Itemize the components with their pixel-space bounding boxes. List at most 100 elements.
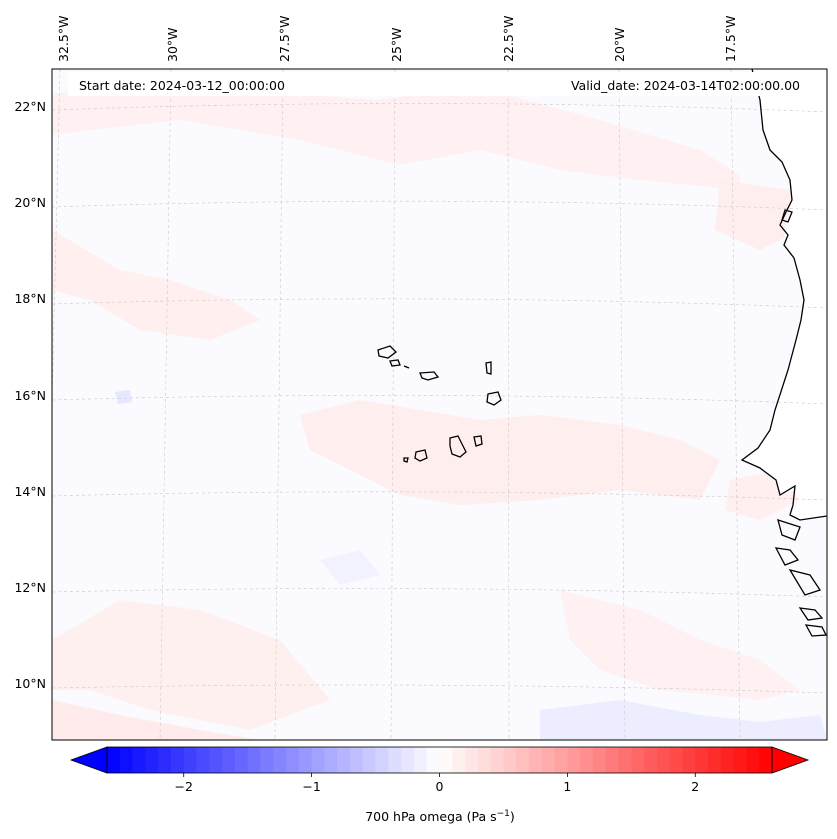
colorbar: −2 −1 0 1 2 700 hPa omega (Pa s−1) bbox=[69, 746, 810, 824]
island-santo-antao bbox=[377, 345, 397, 359]
longitude-labels: 32.5°W 30°W 27.5°W 25°W 22.5°W 20°W 17.5… bbox=[56, 16, 738, 62]
meridian-30w bbox=[159, 69, 172, 740]
island-santiago bbox=[449, 435, 467, 458]
colorbar-cell bbox=[222, 747, 236, 773]
colorbar-cell bbox=[196, 747, 210, 773]
colorbar-cell bbox=[107, 747, 121, 773]
colorbar-cell bbox=[605, 747, 619, 773]
island-boa-vista bbox=[486, 391, 502, 406]
lat-label: 20°N bbox=[14, 195, 46, 210]
valid-date-text: Valid_date: 2024-03-14T02:00:00.00 bbox=[571, 78, 800, 93]
lat-label: 14°N bbox=[14, 484, 46, 499]
colorbar-cell bbox=[580, 747, 594, 773]
colorbar-cell bbox=[503, 747, 517, 773]
colorbar-cell bbox=[669, 747, 683, 773]
colorbar-cell bbox=[234, 747, 249, 773]
colorbar-gradient bbox=[107, 747, 773, 773]
colorbar-tick-label: 2 bbox=[691, 779, 699, 794]
colorbar-cell bbox=[529, 747, 543, 773]
colorbar-cell bbox=[183, 747, 197, 773]
colorbar-cell bbox=[746, 747, 760, 773]
start-date-text: Start date: 2024-03-12_00:00:00 bbox=[79, 78, 285, 93]
colorbar-cell bbox=[439, 747, 453, 773]
colorbar-tick-label: 0 bbox=[436, 779, 444, 794]
lon-label: 30°W bbox=[165, 27, 180, 62]
map-plot-area: Start date: 2024-03-12_00:00:00 Valid_da… bbox=[51, 68, 828, 741]
colorbar-cell bbox=[324, 747, 338, 773]
colorbar-cell bbox=[541, 747, 555, 773]
lat-label: 12°N bbox=[14, 580, 46, 595]
colorbar-cell bbox=[759, 747, 773, 773]
parallel-14n bbox=[52, 491, 827, 501]
lat-label: 16°N bbox=[14, 388, 46, 403]
colorbar-cell bbox=[145, 747, 159, 773]
colorbar-cell bbox=[119, 747, 133, 773]
lon-label: 17.5°W bbox=[723, 16, 738, 62]
colorbar-cell bbox=[452, 747, 466, 773]
lon-label: 25°W bbox=[389, 27, 404, 62]
meridian-17-5w bbox=[730, 69, 741, 740]
latitude-labels: 22°N 20°N 18°N 16°N 14°N 12°N 10°N bbox=[14, 99, 46, 691]
colorbar-cell bbox=[170, 747, 185, 773]
lat-label: 18°N bbox=[14, 291, 46, 306]
colorbar-cell bbox=[311, 747, 325, 773]
colorbar-extend-low bbox=[69, 746, 108, 774]
colorbar-cell bbox=[132, 747, 146, 773]
colorbar-cell bbox=[631, 747, 645, 773]
meridian-25w bbox=[390, 69, 396, 740]
colorbar-cell bbox=[656, 747, 671, 773]
colorbar-cell bbox=[209, 747, 223, 773]
colorbar-cell bbox=[554, 747, 568, 773]
lat-label: 22°N bbox=[14, 99, 46, 114]
meridian-20w bbox=[618, 69, 626, 740]
colorbar-cell bbox=[362, 747, 376, 773]
colorbar-cell bbox=[708, 747, 722, 773]
colorbar-cell bbox=[260, 747, 274, 773]
lon-label: 22.5°W bbox=[501, 16, 516, 62]
colorbar-cell bbox=[401, 747, 415, 773]
colorbar-cell bbox=[733, 747, 747, 773]
colorbar-cell bbox=[682, 747, 696, 773]
colorbar-cell bbox=[298, 747, 313, 773]
parallel-20n bbox=[52, 200, 827, 211]
graticule-lines bbox=[52, 69, 827, 740]
lon-label: 27.5°W bbox=[277, 16, 292, 62]
colorbar-tick-label: 1 bbox=[563, 779, 571, 794]
colorbar-cell bbox=[426, 747, 440, 773]
island-sao-nicolau bbox=[419, 371, 440, 381]
colorbar-cell bbox=[720, 747, 735, 773]
colorbar-cell bbox=[158, 747, 172, 773]
parallel-22n bbox=[52, 103, 827, 113]
header-box bbox=[68, 72, 812, 96]
meridian-22-5w bbox=[507, 69, 510, 740]
guinea-bissau-coast bbox=[774, 519, 827, 637]
colorbar-cell bbox=[490, 747, 504, 773]
colorbar-tick-label: −2 bbox=[175, 779, 193, 794]
colorbar-cell bbox=[375, 747, 389, 773]
colorbar-cell bbox=[567, 747, 581, 773]
colorbar-cell bbox=[388, 747, 402, 773]
island-sao-vicente bbox=[389, 359, 401, 367]
colorbar-cell bbox=[477, 747, 492, 773]
colorbar-cell bbox=[644, 747, 658, 773]
colorbar-cell bbox=[413, 747, 428, 773]
meridian-27-5w bbox=[274, 69, 284, 740]
colorbar-cell bbox=[273, 747, 287, 773]
island-fogo bbox=[414, 449, 428, 462]
colorbar-ticks: −2 −1 0 1 2 bbox=[175, 773, 699, 794]
island-brava bbox=[403, 457, 409, 463]
colorbar-cell bbox=[337, 747, 351, 773]
parallel-18n bbox=[52, 298, 827, 309]
colorbar-cell bbox=[247, 747, 261, 773]
africa-coastline bbox=[740, 69, 827, 521]
colorbar-cell bbox=[286, 747, 300, 773]
banc-d-arguin-islands bbox=[781, 209, 793, 223]
colorbar-extend-high bbox=[771, 746, 810, 774]
island-santa-luzia bbox=[403, 365, 410, 369]
parallel-16n bbox=[52, 395, 827, 405]
map-frame bbox=[51, 68, 828, 741]
parallel-12n bbox=[52, 588, 827, 598]
coastlines bbox=[377, 69, 827, 637]
lat-label: 10°N bbox=[14, 676, 46, 691]
